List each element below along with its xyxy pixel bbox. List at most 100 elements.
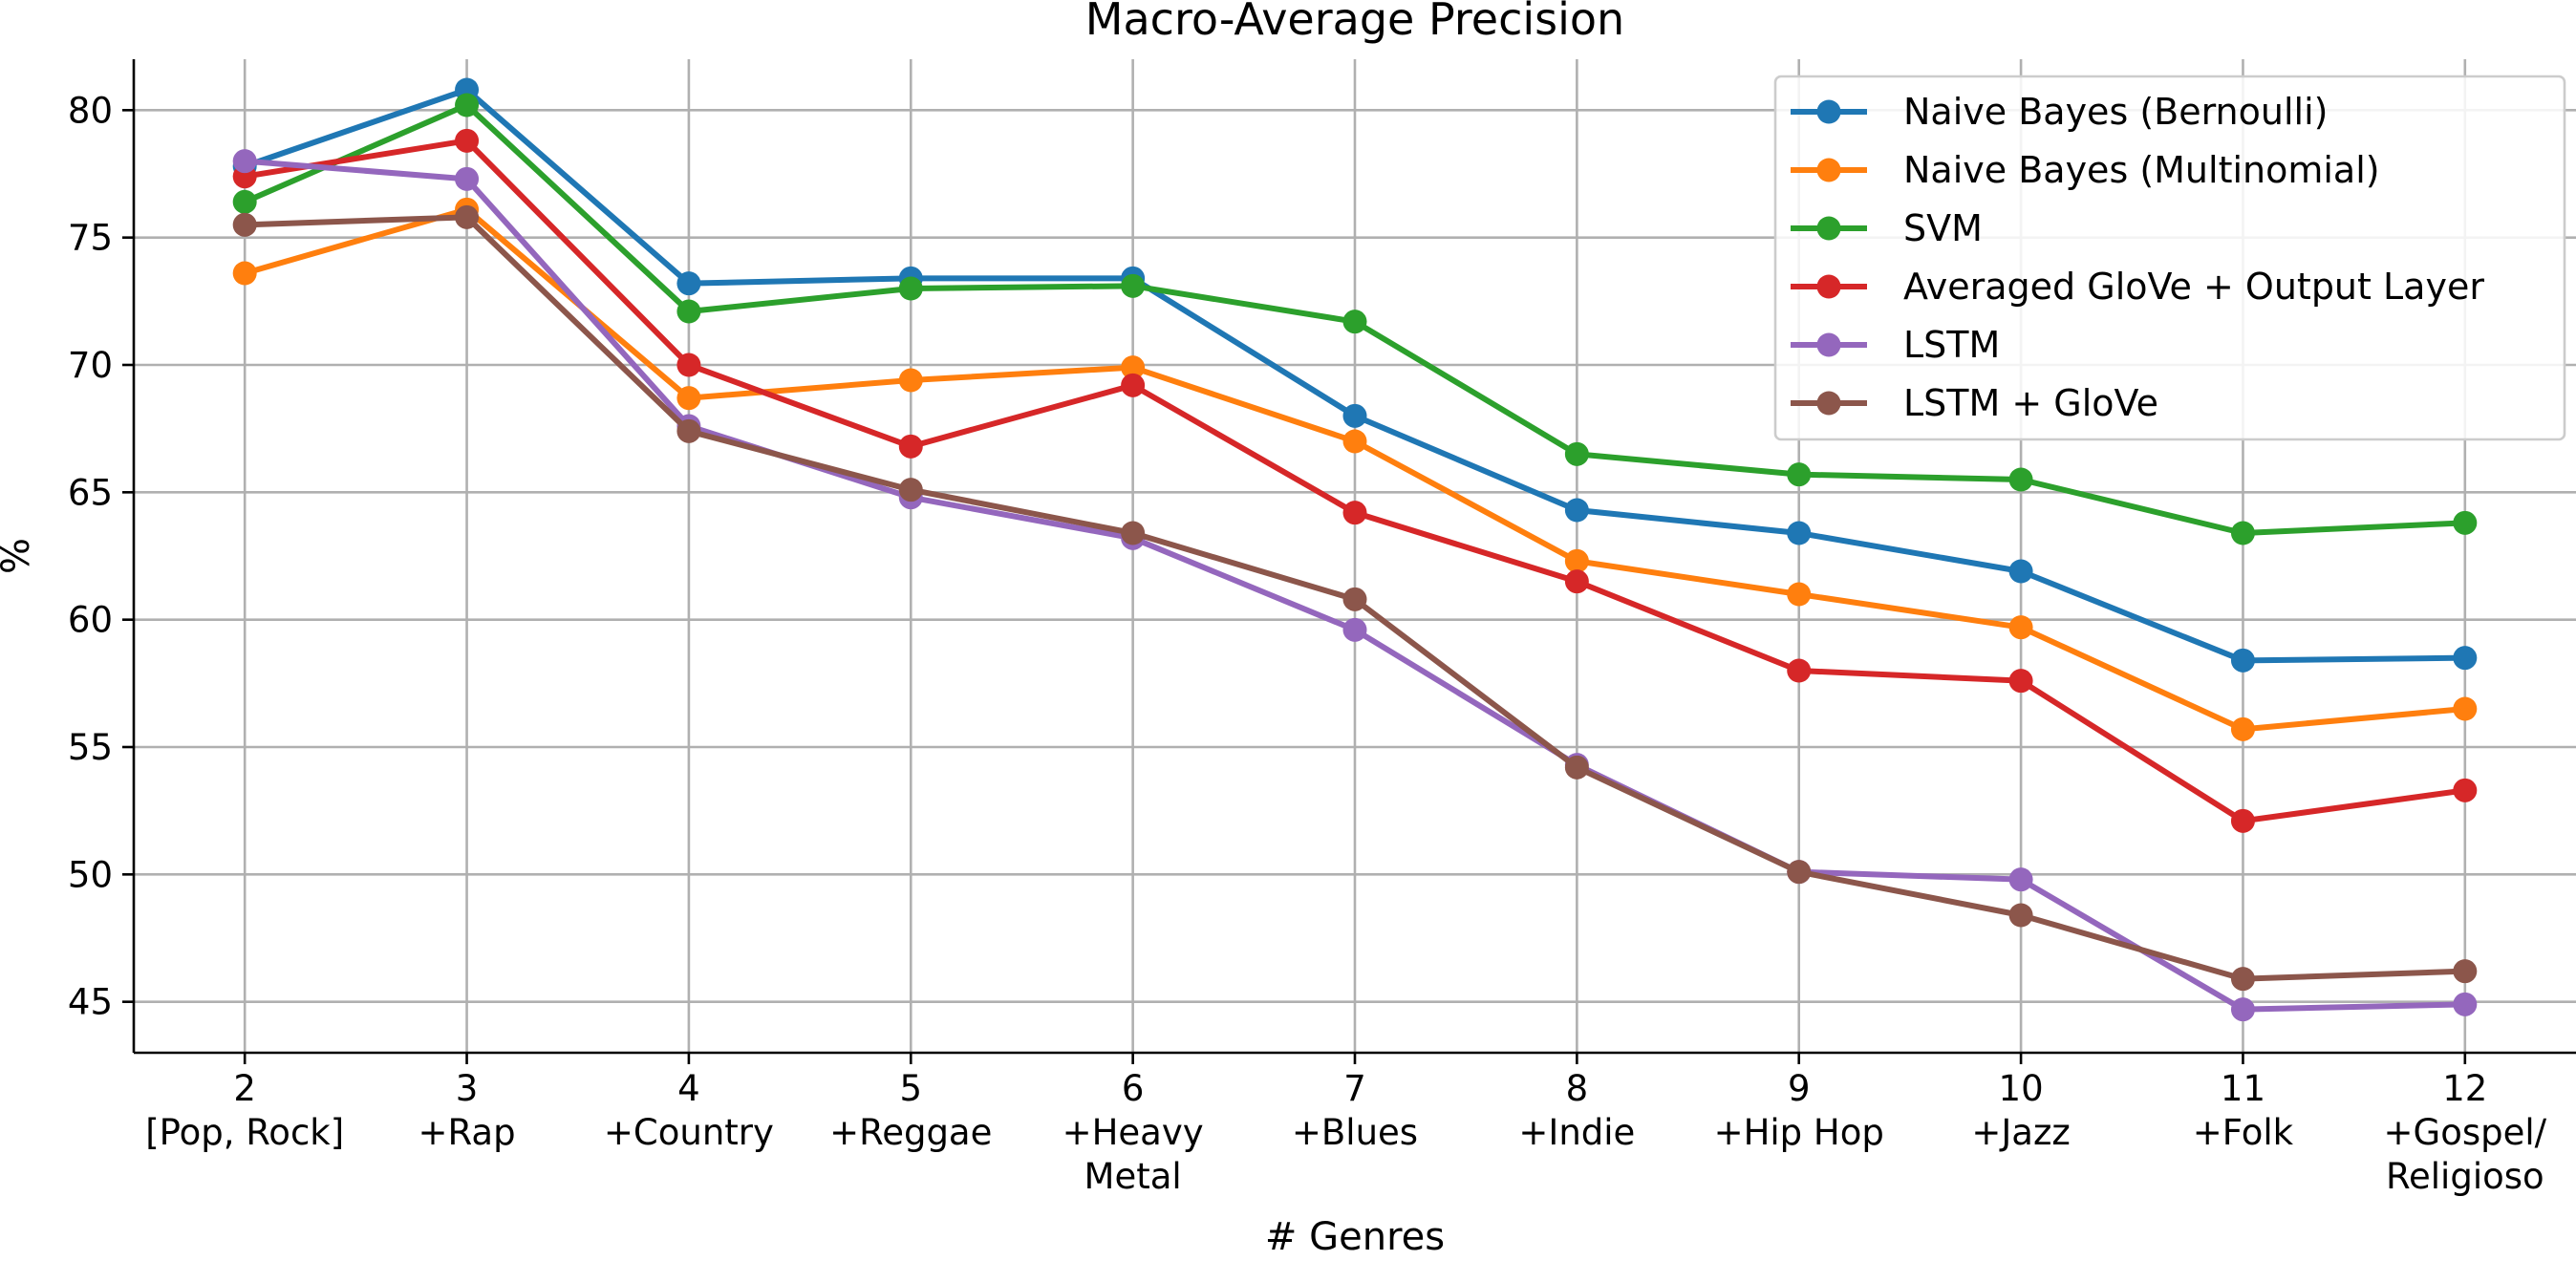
x-tick-label-line: +Jazz [1971,1112,2070,1153]
data-point [2230,521,2255,545]
legend-swatch-marker [1816,99,1841,124]
data-point [2453,992,2478,1016]
data-point [2008,867,2033,892]
data-point [2230,716,2255,741]
x-tick-label-line: +Rap [419,1112,516,1153]
legend-item: LSTM + GloVe [1791,382,2158,424]
x-tick-label-line: +Indie [1518,1112,1635,1153]
legend-swatch-marker [1816,332,1841,357]
data-point [1564,548,1589,573]
x-tick-label: 8 +Indie [1518,1068,1635,1153]
x-tick-label-line: 5 [899,1068,922,1109]
x-axis-title: # Genres [1265,1215,1445,1259]
data-point [1564,569,1589,594]
x-tick-label: 3 +Rap [419,1068,516,1153]
data-point [1564,498,1589,523]
data-point [2008,467,2033,492]
data-point [1787,582,1812,607]
series-group [232,128,2478,833]
x-tick-label-line: 6 [1122,1068,1145,1109]
x-tick-label-line: 11 [2221,1068,2265,1109]
series-group [232,197,2478,741]
data-point [1121,521,1146,545]
data-point [676,353,701,377]
data-point [898,276,923,301]
legend-label: Averaged GloVe + Output Layer [1903,266,2484,308]
data-point [1342,587,1367,611]
legend-item: Naive Bayes (Bernoulli) [1791,91,2328,133]
x-tick-label: 4 +Country [604,1068,774,1153]
data-point [1787,521,1812,545]
data-point [2008,559,2033,584]
data-point [2453,778,2478,802]
legend-label: LSTM + GloVe [1903,382,2158,424]
x-tick-label-line: +Heavy [1063,1112,1204,1153]
data-point [1342,617,1367,642]
data-point [676,386,701,411]
data-point [2453,696,2478,721]
x-tick-label: 10 +Jazz [1971,1068,2070,1153]
data-point [1787,658,1812,683]
y-axis-ticks: 45 50 55 60 65 70 75 80 [68,90,134,1023]
data-point [1564,441,1589,466]
data-point [455,93,480,118]
data-point [1121,373,1146,397]
y-tick-label: 55 [68,727,113,768]
data-point [1342,429,1367,454]
x-tick-label-line: 10 [1999,1068,2044,1109]
data-point [2230,997,2255,1022]
data-point [676,271,701,296]
x-tick-label: 11 +Folk [2193,1068,2294,1153]
x-tick-label-line: +Country [604,1112,774,1153]
data-point [232,212,257,237]
x-tick-label-line: +Folk [2193,1112,2294,1153]
y-tick-label: 60 [68,600,113,641]
y-axis-title: % [0,538,38,574]
x-tick-label: 9 +Hip Hop [1714,1068,1884,1153]
y-tick-label: 70 [68,345,113,386]
chart-title: Macro-Average Precision [1085,0,1624,45]
data-point [1121,273,1146,298]
x-tick-label-line: +Hip Hop [1714,1112,1884,1153]
legend: Naive Bayes (Bernoulli) Naive Bayes (Mult… [1773,75,2566,441]
legend-swatch-marker [1816,216,1841,241]
data-point [2453,646,2478,671]
series-layer [232,77,2478,1022]
x-tick-label-line: 9 [1788,1068,1811,1109]
data-point [1787,462,1812,487]
x-tick-label: 6 +Heavy Metal [1063,1068,1204,1197]
data-point [2008,615,2033,640]
x-tick-label-line: 12 [2442,1068,2487,1109]
series-group [232,93,2478,545]
x-tick-label-line: 2 [233,1068,256,1109]
data-point [1564,755,1589,780]
legend-item: SVM [1791,207,1983,249]
data-point [2453,510,2478,535]
legend-box [1773,75,2566,441]
x-axis-ticks: 2 [Pop, Rock] 3 +Rap 4 +Country 5 +Reggae 6 +Heav… [145,1053,2547,1197]
x-tick-label: 5 +Reggae [829,1068,992,1153]
data-point [455,204,480,229]
x-tick-label-line: Metal [1084,1156,1182,1197]
data-point [1342,501,1367,525]
series-group [232,204,2478,992]
x-tick-label-line: +Reggae [829,1112,992,1153]
y-tick-label: 75 [68,218,113,259]
legend-label: SVM [1903,207,1983,249]
data-point [232,189,257,214]
x-tick-label-line: 3 [456,1068,479,1109]
data-point [676,299,701,324]
data-point [1342,403,1367,428]
legend-item: Averaged GloVe + Output Layer [1791,266,2484,308]
y-tick-label: 50 [68,854,113,895]
data-point [455,128,480,153]
data-point [2008,669,2033,694]
legend-swatch-marker [1816,391,1841,416]
data-point [2230,648,2255,673]
data-point [232,261,257,286]
data-point [2453,959,2478,984]
x-tick-label-line: 7 [1343,1068,1366,1109]
data-point [676,418,701,443]
